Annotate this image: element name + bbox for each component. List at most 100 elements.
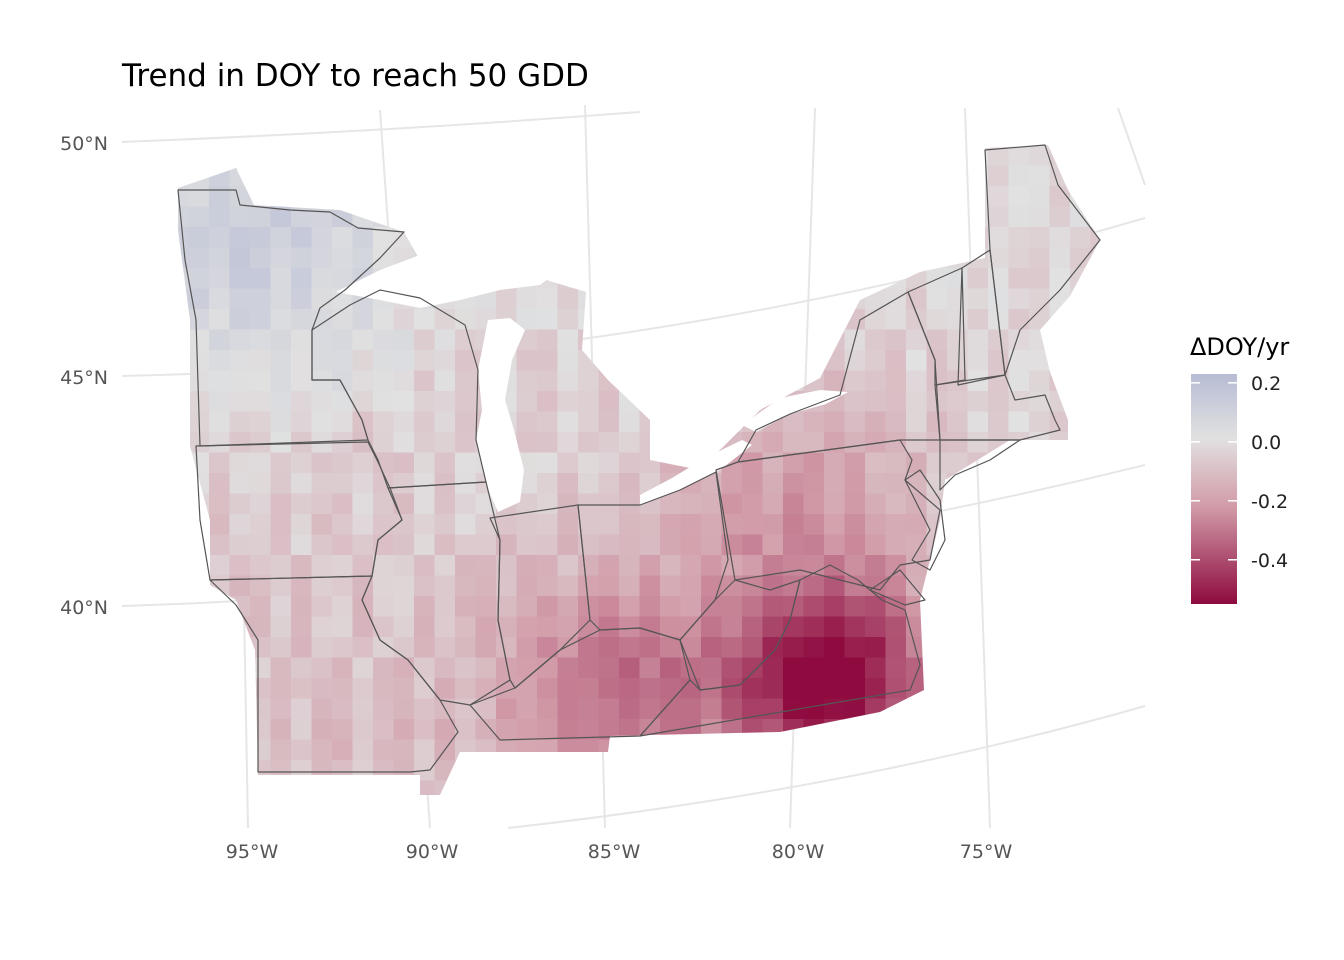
raster-cell xyxy=(598,247,620,269)
raster-cell xyxy=(1049,637,1071,659)
raster-cell xyxy=(270,555,292,577)
raster-cell xyxy=(844,268,866,290)
raster-cell xyxy=(311,145,333,167)
raster-cell xyxy=(291,719,313,741)
raster-cell xyxy=(844,678,866,700)
raster-cell xyxy=(455,309,477,331)
raster-cell xyxy=(619,370,641,392)
raster-cell xyxy=(721,227,743,249)
raster-cell xyxy=(598,268,620,290)
raster-cell xyxy=(639,247,661,269)
raster-cell xyxy=(742,657,764,679)
raster-cell xyxy=(332,739,354,761)
raster-cell xyxy=(1008,350,1030,372)
raster-cell xyxy=(229,555,251,577)
raster-cell xyxy=(1029,739,1051,761)
legend-label: -0.2 xyxy=(1251,491,1288,513)
raster-cell xyxy=(660,247,682,269)
raster-cell xyxy=(229,186,251,208)
raster-cell xyxy=(988,288,1010,310)
raster-cell xyxy=(455,760,477,782)
raster-cell xyxy=(865,514,887,536)
raster-cell xyxy=(1029,555,1051,577)
raster-cell xyxy=(803,452,825,474)
raster-cell xyxy=(1008,780,1030,795)
raster-cell xyxy=(701,432,723,454)
raster-cell xyxy=(1008,555,1030,577)
raster-cell xyxy=(824,596,846,618)
raster-cell xyxy=(742,391,764,413)
raster-cell xyxy=(291,227,313,249)
raster-cell xyxy=(291,391,313,413)
raster-cell xyxy=(926,411,948,433)
raster-cell xyxy=(209,739,231,761)
raster-cell xyxy=(250,329,272,351)
raster-cell xyxy=(947,493,969,515)
raster-cell xyxy=(434,227,456,249)
raster-cell xyxy=(188,719,210,741)
raster-cell xyxy=(270,575,292,597)
raster-cell xyxy=(414,391,436,413)
raster-cell xyxy=(332,309,354,331)
raster-cell xyxy=(906,206,928,228)
raster-cell xyxy=(1090,780,1100,795)
raster-cell xyxy=(557,227,579,249)
raster-cell xyxy=(803,534,825,556)
raster-cell xyxy=(926,309,948,331)
raster-cell xyxy=(803,186,825,208)
raster-cell xyxy=(516,698,538,720)
raster-cell xyxy=(1049,288,1071,310)
raster-cell xyxy=(537,719,559,741)
raster-cell xyxy=(1090,370,1100,392)
raster-cell xyxy=(967,329,989,351)
raster-cell xyxy=(352,555,374,577)
raster-cell xyxy=(516,739,538,761)
raster-cell xyxy=(988,411,1010,433)
raster-cell xyxy=(926,370,948,392)
raster-cell xyxy=(291,555,313,577)
raster-cell xyxy=(1070,739,1092,761)
raster-cell xyxy=(1070,370,1092,392)
raster-cell xyxy=(967,514,989,536)
raster-cell xyxy=(496,514,518,536)
raster-cell xyxy=(393,698,415,720)
raster-cell xyxy=(701,534,723,556)
raster-cell xyxy=(762,227,784,249)
raster-cell xyxy=(762,739,784,761)
raster-cell xyxy=(619,616,641,638)
raster-cell xyxy=(619,227,641,249)
raster-cell xyxy=(660,186,682,208)
raster-cell xyxy=(578,719,600,741)
raster-cell xyxy=(516,760,538,782)
raster-cell xyxy=(209,596,231,618)
raster-cell xyxy=(701,616,723,638)
raster-cell xyxy=(660,637,682,659)
raster-cell xyxy=(311,780,333,795)
raster-cell xyxy=(619,575,641,597)
raster-cell xyxy=(352,637,374,659)
raster-cell xyxy=(578,432,600,454)
raster-cell xyxy=(516,411,538,433)
raster-cell xyxy=(680,350,702,372)
raster-cell xyxy=(250,432,272,454)
raster-cell xyxy=(1008,760,1030,782)
raster-cell xyxy=(455,534,477,556)
raster-cell xyxy=(1070,493,1092,515)
raster-cell xyxy=(1049,370,1071,392)
raster-cell xyxy=(1070,575,1092,597)
raster-cell xyxy=(270,186,292,208)
raster-cell xyxy=(947,657,969,679)
raster-cell xyxy=(178,268,190,290)
raster-cell xyxy=(475,678,497,700)
raster-cell xyxy=(639,145,661,167)
raster-cell xyxy=(742,698,764,720)
raster-cell xyxy=(762,555,784,577)
raster-cell xyxy=(1029,206,1051,228)
lake-ontario xyxy=(742,390,848,432)
raster-cell xyxy=(680,288,702,310)
raster-cell xyxy=(209,268,231,290)
raster-cell xyxy=(721,370,743,392)
lake-michigan xyxy=(476,318,525,512)
raster-cell xyxy=(885,165,907,187)
raster-cell xyxy=(188,370,210,392)
